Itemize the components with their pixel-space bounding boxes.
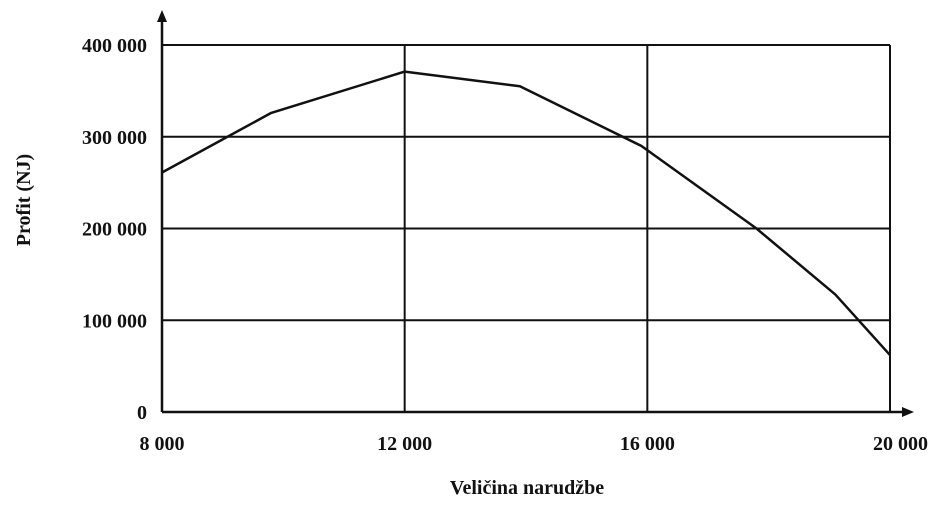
tick-labels: 0 100 000 200 000 300 000 400 000 8 000 12 000… <box>82 35 928 455</box>
x-tick-label: 20 000 <box>873 433 928 455</box>
x-tick-label: 8 000 <box>140 433 185 455</box>
series-layer <box>161 70 891 356</box>
y-tick-label: 0 <box>137 402 147 424</box>
x-tick-label: 12 000 <box>377 433 432 455</box>
y-axis-label: Profit (NJ) <box>13 154 35 246</box>
y-tick-label: 200 000 <box>82 219 147 241</box>
axes <box>157 10 914 417</box>
profit-line <box>161 70 891 356</box>
x-axis-arrow <box>902 407 914 417</box>
x-axis-label: Veličina narudžbe <box>450 477 604 499</box>
grid-lines <box>162 44 891 412</box>
y-tick-label: 300 000 <box>82 127 147 149</box>
y-axis-arrow <box>157 10 167 22</box>
x-tick-label: 16 000 <box>620 433 675 455</box>
y-tick-label: 100 000 <box>82 310 147 332</box>
y-tick-label: 400 000 <box>82 35 147 57</box>
